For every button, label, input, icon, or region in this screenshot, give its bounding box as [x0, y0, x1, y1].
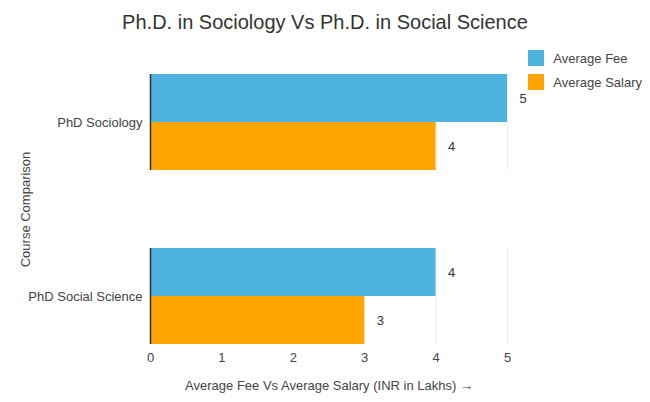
- svg-text:1: 1: [218, 350, 225, 365]
- svg-text:PhD Sociology: PhD Sociology: [57, 115, 143, 130]
- html-text:Ph.D. in Sociology Vs Ph.D. in: Ph.D. in Sociology Vs Ph.D. in Social Sc…: [122, 11, 528, 33]
- svg-text:0: 0: [147, 350, 154, 365]
- svg-text:PhD Social Science: PhD Social Science: [28, 289, 142, 304]
- svg-text:2: 2: [290, 350, 297, 365]
- svg-text:Average Fee Vs Average Salary: Average Fee Vs Average Salary (INR in La…: [185, 378, 473, 393]
- svg-text:Course Comparison: Course Comparison: [18, 152, 33, 268]
- svg-text:3: 3: [361, 350, 368, 365]
- html-text:Average Fee: Average Fee: [553, 50, 628, 66]
- svg-text:4: 4: [448, 265, 455, 280]
- svg-text:4: 4: [432, 350, 439, 365]
- svg-text:5: 5: [520, 91, 527, 106]
- svg-text:4: 4: [448, 139, 455, 154]
- svg-text:3: 3: [377, 313, 384, 328]
- svg-text:5: 5: [504, 350, 511, 365]
- html-text:Average Salary: Average Salary: [553, 74, 642, 90]
